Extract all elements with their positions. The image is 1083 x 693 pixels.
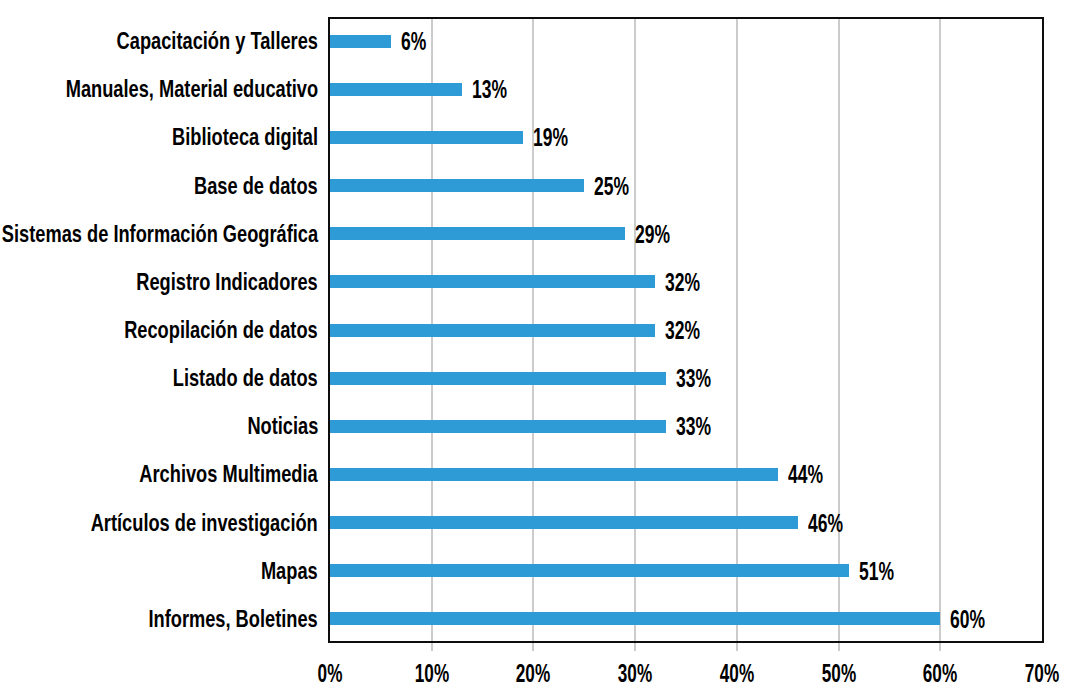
horizontal-bar-chart: Capacitación y Talleres Manuales, Materia… [0,0,1083,693]
bar [330,227,625,240]
category-label: Biblioteca digital [172,122,318,152]
value-label: 29% [635,219,670,249]
bar [330,468,778,481]
value-label: 6% [401,26,426,56]
gridline [838,19,840,641]
value-label: 32% [665,315,700,345]
category-label: Registro Indicadores [137,267,318,297]
gridline [939,19,941,641]
bar [330,612,940,625]
bar [330,564,849,577]
bar [330,372,666,385]
value-label: 33% [676,363,711,393]
value-label: 19% [533,122,568,152]
value-label: 60% [950,604,985,634]
axis-tick-mark [634,643,636,651]
bar [330,420,666,433]
bar [330,324,655,337]
bar [330,179,584,192]
x-tick-label: 40% [720,658,754,688]
x-tick-label: 10% [415,658,449,688]
category-label: Sistemas de Información Geográfica [2,219,318,249]
value-label: 46% [808,508,843,538]
bar [330,35,391,48]
x-tick-label: 30% [618,658,652,688]
value-label: 13% [472,74,507,104]
category-label: Base de datos [194,171,318,201]
category-label: Archivos Multimedia [140,459,318,489]
bar [330,275,655,288]
bar [330,83,462,96]
axis-tick-mark [736,643,738,651]
x-tick-label: 20% [516,658,550,688]
gridline [736,19,738,641]
axis-tick-mark [939,643,941,651]
x-tick-label: 0% [318,658,343,688]
category-label: Informes, Boletines [149,604,318,634]
category-label: Listado de datos [173,363,318,393]
category-label: Artículos de investigación [91,508,318,538]
x-tick-label: 60% [923,658,957,688]
axis-tick-mark [532,643,534,651]
axis-tick-mark [838,643,840,651]
bar [330,516,798,529]
category-label: Capacitación y Talleres [117,26,318,56]
value-label: 33% [676,411,711,441]
value-label: 32% [665,267,700,297]
value-label: 51% [859,556,894,586]
bar [330,131,523,144]
x-tick-label: 70% [1025,658,1059,688]
axis-tick-mark [431,643,433,651]
category-label: Noticias [247,411,318,441]
category-label: Manuales, Material educativo [66,74,318,104]
x-tick-label: 50% [821,658,855,688]
category-label: Recopilación de datos [124,315,318,345]
value-label: 25% [594,171,629,201]
category-label: Mapas [261,556,318,586]
value-label: 44% [788,459,823,489]
